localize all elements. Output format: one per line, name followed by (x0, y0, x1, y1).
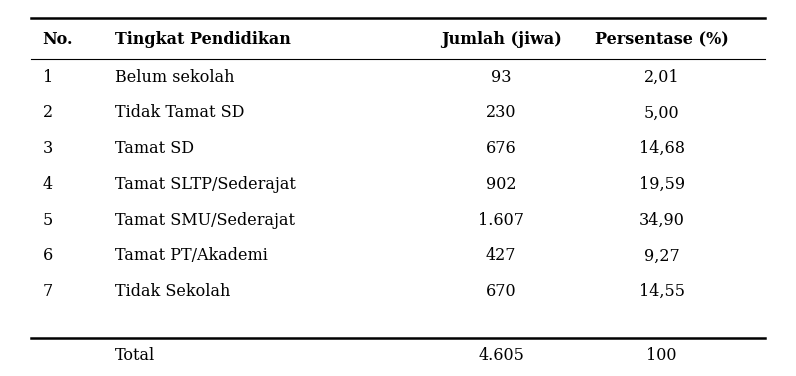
Text: 6: 6 (43, 247, 53, 264)
Text: Tidak Sekolah: Tidak Sekolah (115, 283, 231, 300)
Text: Tamat PT/Akademi: Tamat PT/Akademi (115, 247, 268, 264)
Text: 1: 1 (43, 69, 53, 86)
Text: 4: 4 (43, 176, 53, 193)
Text: Tamat SD: Tamat SD (115, 140, 194, 157)
Text: 4.605: 4.605 (478, 347, 524, 364)
Text: 2,01: 2,01 (644, 69, 680, 86)
Text: Tingkat Pendidikan: Tingkat Pendidikan (115, 31, 291, 48)
Text: 230: 230 (486, 105, 517, 121)
Text: 3: 3 (43, 140, 53, 157)
Text: 34,90: 34,90 (638, 212, 685, 229)
Text: Persentase (%): Persentase (%) (595, 31, 728, 48)
Text: 902: 902 (486, 176, 517, 193)
Text: 1.607: 1.607 (478, 212, 524, 229)
Text: 7: 7 (43, 283, 53, 300)
Text: Belum sekolah: Belum sekolah (115, 69, 235, 86)
Text: Tamat SMU/Sederajat: Tamat SMU/Sederajat (115, 212, 295, 229)
Text: 5,00: 5,00 (644, 105, 680, 121)
Text: 93: 93 (491, 69, 511, 86)
Text: 19,59: 19,59 (638, 176, 685, 193)
Text: 5: 5 (43, 212, 53, 229)
Text: 100: 100 (646, 347, 677, 364)
Text: Jumlah (jiwa): Jumlah (jiwa) (441, 31, 561, 48)
Text: 14,68: 14,68 (638, 140, 685, 157)
Text: 676: 676 (486, 140, 517, 157)
Text: Tamat SLTP/Sederajat: Tamat SLTP/Sederajat (115, 176, 296, 193)
Text: 14,55: 14,55 (638, 283, 685, 300)
Text: 427: 427 (486, 247, 517, 264)
Text: 9,27: 9,27 (644, 247, 680, 264)
Text: 2: 2 (43, 105, 53, 121)
Text: Tidak Tamat SD: Tidak Tamat SD (115, 105, 244, 121)
Text: No.: No. (43, 31, 73, 48)
Text: Total: Total (115, 347, 155, 364)
Text: 670: 670 (486, 283, 517, 300)
